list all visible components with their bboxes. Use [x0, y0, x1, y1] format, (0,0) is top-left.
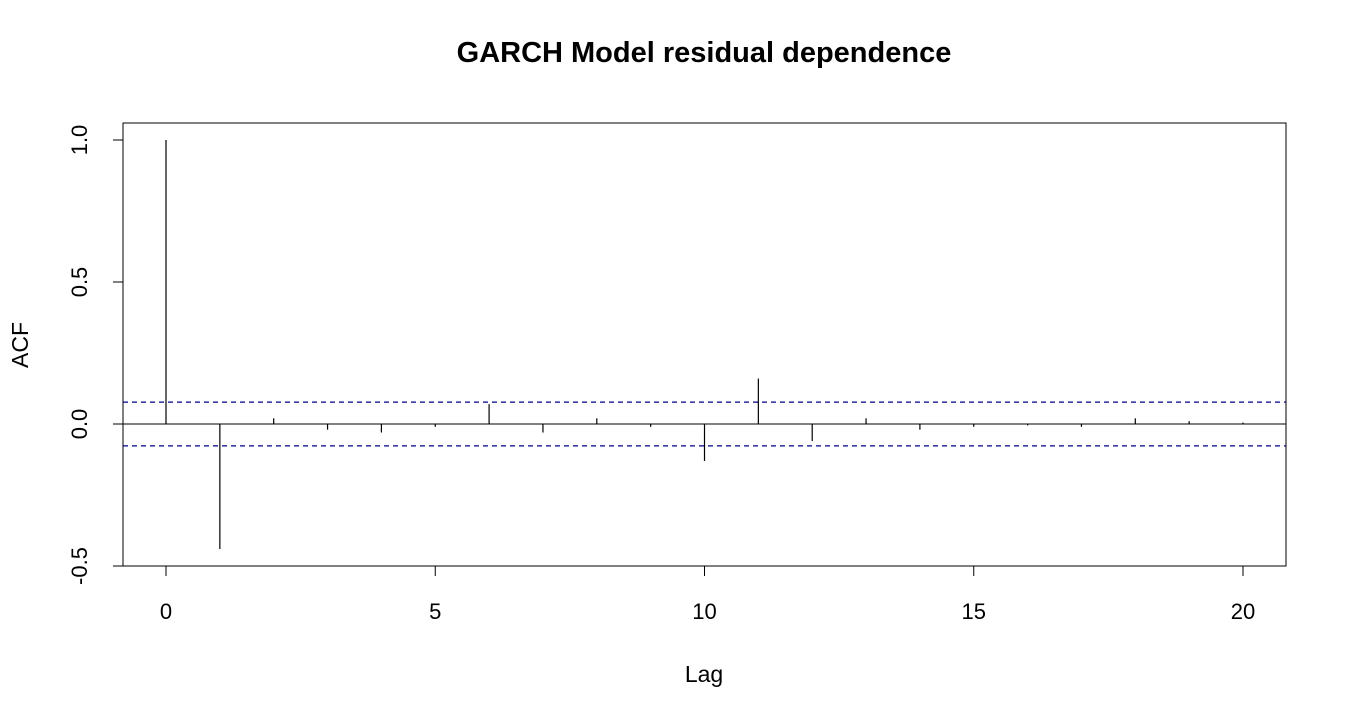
y-tick-label: -0.5	[67, 547, 92, 585]
y-tick-label: 0.0	[67, 409, 92, 440]
y-axis: -0.5 0.0 0.5 1.0	[67, 125, 124, 585]
x-tick-label: 5	[429, 599, 441, 624]
confidence-bands	[123, 401, 1286, 447]
y-tick-label: 1.0	[67, 125, 92, 156]
x-tick-label: 20	[1231, 599, 1255, 624]
y-tick-label: 0.5	[67, 267, 92, 298]
x-tick-label: 15	[962, 599, 986, 624]
x-axis: 0 5 10 15 20	[160, 565, 1255, 624]
x-tick-label: 0	[160, 599, 172, 624]
acf-bars	[123, 140, 1286, 549]
x-tick-label: 10	[692, 599, 716, 624]
y-axis-label: ACF	[7, 322, 33, 368]
plot-frame	[122, 122, 1287, 567]
chart-title: GARCH Model residual dependence	[457, 37, 952, 69]
x-axis-label: Lag	[685, 661, 723, 687]
